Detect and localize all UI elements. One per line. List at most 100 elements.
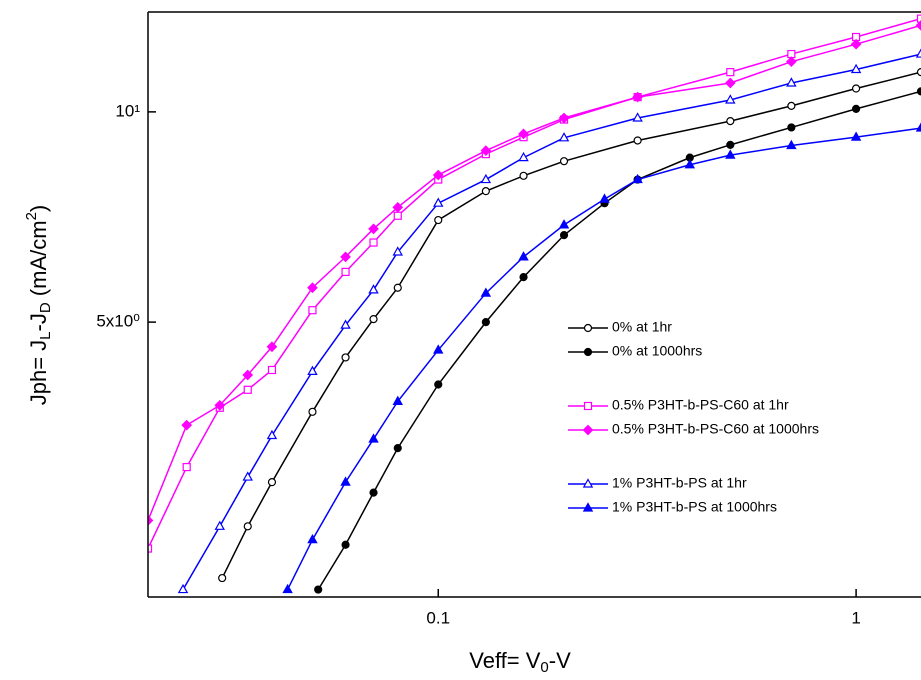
y-axis-label: Jph= JL-JD (mA/cm2) [23,205,54,406]
marker [340,476,351,486]
marker [369,488,378,497]
marker [583,323,593,333]
marker [148,515,154,526]
marker [851,84,861,93]
marker [432,169,444,181]
marker [632,91,643,103]
y-tick-label: 5x10⁰ [96,312,140,331]
marker [850,38,862,50]
marker [266,341,278,353]
marker [725,94,736,104]
series-line [148,17,921,549]
marker [243,522,252,531]
marker [726,68,735,77]
marker [851,104,861,113]
marker [433,197,444,207]
x-axis-label: Veff= V0-V [469,648,571,676]
marker [393,283,402,292]
marker [850,131,862,141]
marker [434,215,443,225]
marker [724,77,736,89]
series-line [182,53,921,590]
marker [915,20,921,31]
marker [307,282,318,294]
marker [915,122,921,132]
marker [518,151,529,162]
marker [480,145,492,156]
marker [368,284,379,294]
marker [182,462,191,472]
marker [559,157,569,166]
marker [434,380,443,389]
marker [518,128,529,140]
legend-label: 0% at 1000hrs [612,343,702,359]
marker [214,399,226,411]
marker [181,419,193,431]
marker [266,429,278,440]
marker [218,573,227,583]
marker [518,251,529,261]
marker [481,318,490,327]
marker [725,149,736,159]
marker [480,287,492,297]
marker [243,385,252,394]
marker [267,365,277,375]
marker [368,223,379,235]
marker [582,478,594,488]
marker [558,219,570,229]
series-line [286,127,921,590]
legend-label: 1% P3HT-b-PS at 1000hrs [612,499,777,515]
series-line [317,90,921,590]
marker [519,171,528,180]
marker [480,173,492,184]
marker [341,267,350,277]
marker [481,187,490,196]
marker [632,173,643,184]
plot-area [148,14,921,594]
marker [314,585,323,594]
marker [916,68,921,77]
marker [341,540,350,549]
marker [582,502,594,512]
marker [787,123,796,132]
marker [369,238,378,247]
marker [242,471,253,481]
marker [393,444,402,453]
marker [583,347,593,357]
marker [786,139,797,150]
marker [558,132,570,142]
marker [242,369,254,381]
series-line [148,24,921,521]
marker [583,401,593,411]
marker [177,583,189,594]
marker [558,112,570,124]
marker [916,87,921,96]
marker [915,48,921,58]
marker [726,117,735,126]
marker [433,344,444,354]
marker [850,63,862,74]
marker [148,544,153,553]
marker [369,314,378,324]
marker [392,395,403,405]
legend-label: 0.5% P3HT-b-PS-C60 at 1hr [612,397,789,413]
marker [632,112,643,122]
marker [393,211,402,220]
marker [519,272,528,282]
marker [559,231,569,240]
x-tick-label: 0.1 [426,608,450,627]
legend-label: 0% at 1hr [612,319,672,335]
marker [340,319,351,329]
marker [582,424,594,436]
marker [307,365,318,375]
marker [726,140,735,149]
marker [633,136,642,145]
marker [787,101,796,110]
marker [308,306,317,315]
marker [786,56,797,68]
marker [308,407,317,416]
marker [340,251,351,263]
marker [282,583,293,594]
series-line [221,71,921,579]
